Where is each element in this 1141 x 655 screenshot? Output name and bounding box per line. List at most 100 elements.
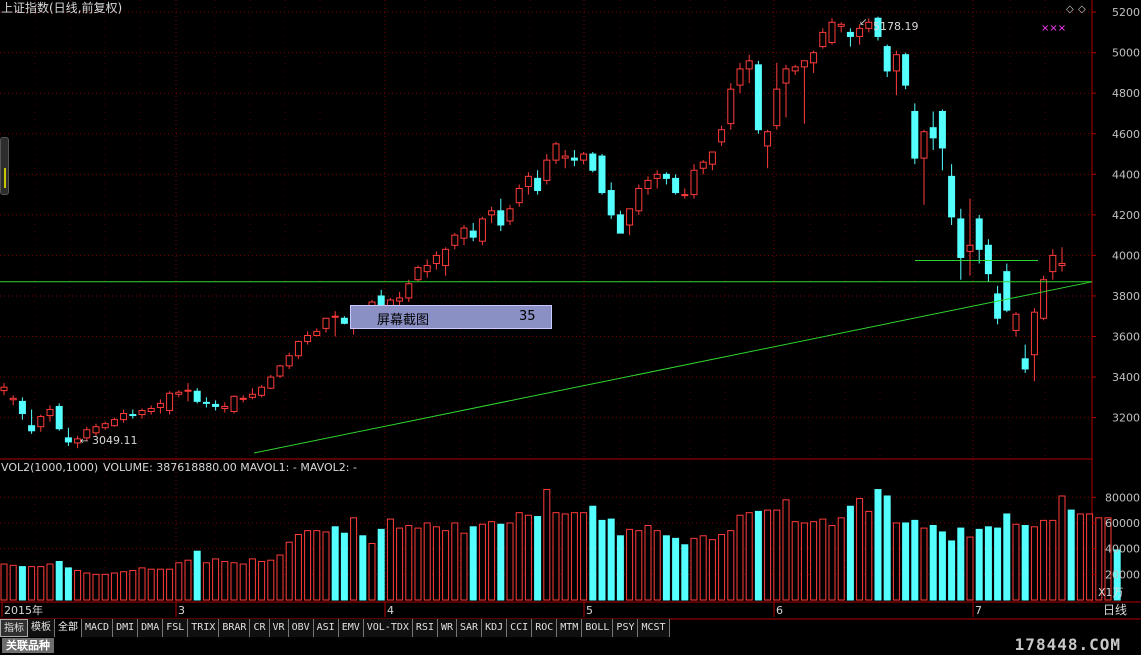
month-label: 2015年	[4, 603, 43, 617]
tab-3[interactable]: MACD	[82, 619, 114, 637]
candle	[478, 218, 486, 242]
candle	[83, 429, 91, 439]
tab-8[interactable]: BRAR	[219, 619, 251, 637]
candle	[653, 173, 661, 179]
candle	[276, 365, 284, 377]
max-price-marker: ↙	[859, 17, 867, 28]
volume-bar	[340, 532, 348, 601]
candle	[239, 397, 247, 400]
related-products-button[interactable]: 关联品种	[2, 638, 54, 653]
tab-16[interactable]: WR	[437, 619, 458, 637]
volume-bar	[626, 528, 634, 601]
tab-24[interactable]: MCST	[638, 619, 670, 637]
volume-bar	[515, 512, 523, 601]
candle	[883, 46, 891, 72]
diamond-icon[interactable]: ◇	[1066, 4, 1074, 15]
status-bar: 关联品种 178448.COM	[0, 635, 1141, 655]
diamond-icon-2[interactable]: ◇	[1078, 4, 1086, 15]
volume-bar	[598, 519, 606, 601]
candle	[984, 244, 992, 275]
tab-2[interactable]: 全部	[55, 619, 82, 637]
tab-21[interactable]: MTM	[557, 619, 583, 637]
candle	[0, 386, 8, 392]
chart-title: 上证指数(日线,前复权)	[1, 0, 122, 15]
volume-bar	[46, 563, 54, 601]
volume-bar	[1040, 519, 1048, 601]
candle	[534, 177, 542, 192]
sidebar-handle[interactable]	[0, 137, 9, 195]
candle	[1040, 279, 1048, 319]
candle	[340, 317, 348, 324]
candle	[810, 52, 818, 64]
time-axis: 2015年 3 4 5 6 7	[1, 602, 982, 617]
volume-bar	[607, 518, 615, 601]
candle	[745, 60, 753, 70]
volume-bar	[110, 572, 118, 601]
candle	[616, 214, 624, 234]
tab-19[interactable]: CCI	[507, 619, 533, 637]
volume-bar	[138, 567, 146, 601]
period-label[interactable]: 日线	[1103, 603, 1127, 617]
volume-bar	[92, 573, 100, 601]
unit-label: X1万	[1098, 586, 1124, 599]
tab-0[interactable]: 指标	[0, 619, 28, 637]
tab-18[interactable]: KDJ	[482, 619, 508, 637]
volume-bar	[304, 530, 312, 601]
volume-tick-label: 80000	[1105, 491, 1140, 504]
volume-bar	[810, 521, 818, 601]
tab-4[interactable]: DMI	[113, 619, 139, 637]
candle	[892, 54, 900, 72]
tab-7[interactable]: TRIX	[188, 619, 220, 637]
tab-15[interactable]: RSI	[412, 619, 438, 637]
volume-bar	[929, 525, 937, 601]
candle	[635, 188, 643, 212]
candle	[699, 161, 707, 169]
tab-9[interactable]: CR	[250, 619, 270, 637]
candle	[18, 400, 26, 415]
candle	[258, 386, 266, 396]
volume-bar	[469, 526, 477, 601]
volume-bar	[1086, 513, 1094, 601]
candle	[221, 405, 229, 409]
volume-bar	[589, 505, 597, 601]
candle	[543, 159, 551, 181]
tab-23[interactable]: PSY	[613, 619, 639, 637]
volume-bar	[147, 568, 155, 601]
candle	[1058, 263, 1066, 267]
volume-bar	[120, 571, 128, 601]
tab-14[interactable]: VOL-TDX	[363, 619, 413, 637]
price-tick-label: 5000	[1112, 47, 1140, 60]
candle	[515, 188, 523, 204]
tab-1[interactable]: 模板	[28, 619, 55, 637]
volume-bar	[681, 544, 689, 601]
volume-bar	[920, 527, 928, 601]
volume-bar	[359, 535, 367, 601]
volume-bar	[1003, 513, 1011, 601]
tab-17[interactable]: SAR	[457, 619, 483, 637]
tab-20[interactable]: ROC	[532, 619, 558, 637]
tab-10[interactable]: VR	[269, 619, 289, 637]
candle	[248, 393, 256, 398]
tab-11[interactable]: OBV	[288, 619, 314, 637]
candle	[405, 283, 413, 299]
tab-5[interactable]: DMA	[138, 619, 164, 637]
tab-13[interactable]: EMV	[338, 619, 364, 637]
volume-bar	[1021, 525, 1029, 601]
candle	[1012, 313, 1020, 331]
tab-6[interactable]: FSL	[163, 619, 189, 637]
volume-bar	[984, 526, 992, 601]
volume-bar	[699, 535, 707, 601]
volume-axis: 20000 40000 60000 80000	[1092, 491, 1140, 581]
volume-bar	[432, 526, 440, 601]
candle	[37, 416, 45, 428]
candle	[718, 129, 726, 143]
tab-12[interactable]: ASI	[313, 619, 339, 637]
month-label: 5	[586, 604, 593, 617]
candle	[166, 392, 174, 411]
candle	[110, 419, 118, 427]
volume-bar	[55, 560, 63, 601]
tab-22[interactable]: BOLL	[582, 619, 614, 637]
candle	[451, 234, 459, 246]
volume-bar	[1104, 517, 1112, 601]
